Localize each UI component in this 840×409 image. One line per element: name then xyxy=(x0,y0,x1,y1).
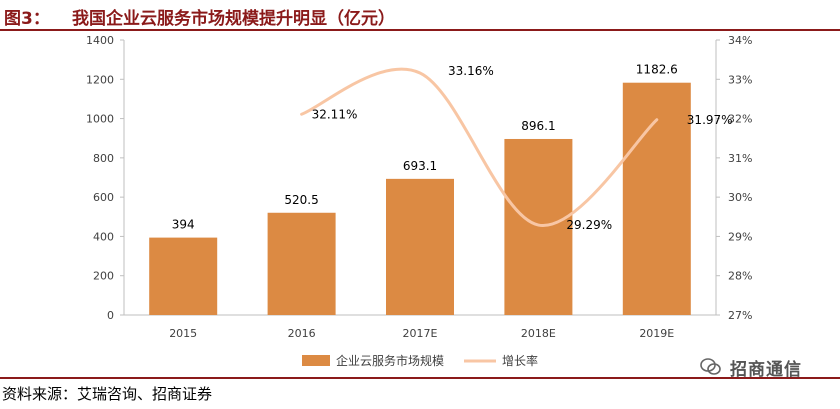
top-rule xyxy=(0,29,840,31)
legend-label-bar: 企业云服务市场规模 xyxy=(336,353,444,368)
y-left-tick-label: 1000 xyxy=(86,113,114,126)
x-tick-label: 2015 xyxy=(169,327,197,340)
watermark: 招商通信 xyxy=(730,360,802,380)
y-right-tick-label: 27% xyxy=(728,309,752,322)
y-right-tick-label: 32% xyxy=(728,113,752,126)
y-left-tick-label: 1400 xyxy=(86,34,114,47)
y-right-tick-label: 33% xyxy=(728,73,752,86)
x-tick-label: 2018E xyxy=(521,327,556,340)
figure-title: 我国企业云服务市场规模提升明显（亿元） xyxy=(72,9,395,29)
chart: 0 200 400 600 800 1000 1200 1400 27% 28% 29% 30% 31%… xyxy=(86,34,752,368)
line-value-label: 31.97% xyxy=(687,113,733,127)
x-tick-label: 2019E xyxy=(639,327,674,340)
y-left-tick-label: 800 xyxy=(93,152,114,165)
y-left-tick-label: 600 xyxy=(93,191,114,204)
legend-label-line: 增长率 xyxy=(502,353,538,368)
y-left-tick-label: 1200 xyxy=(86,73,114,86)
y-left-tick-label: 200 xyxy=(93,270,114,283)
growth-line xyxy=(300,67,659,227)
bar xyxy=(149,237,218,315)
line-value-label: 29.29% xyxy=(566,218,612,232)
bar xyxy=(622,82,691,315)
figure-label: 图3： xyxy=(4,9,50,29)
bar-value-label: 394 xyxy=(172,218,195,232)
bar xyxy=(386,178,454,315)
y-right-tick-label: 28% xyxy=(728,270,752,283)
title-bar: 图3： 我国企业云服务市场规模提升明显（亿元） xyxy=(0,0,840,30)
x-tick-label: 2017E xyxy=(403,327,438,340)
y-right-tick-label: 34% xyxy=(728,34,752,47)
line-value-label: 33.16% xyxy=(448,64,494,78)
x-tick-label: 2016 xyxy=(288,327,316,340)
y-right-tick-label: 30% xyxy=(728,191,752,204)
wechat-icon xyxy=(700,358,721,375)
bar-value-label: 693.1 xyxy=(403,159,437,173)
y-left-tick-label: 0 xyxy=(107,309,114,322)
bar-value-label: 896.1 xyxy=(521,119,555,133)
y-left-tick-label: 400 xyxy=(93,230,114,243)
line-value-label: 32.11% xyxy=(312,107,358,121)
y-right-tick-label: 29% xyxy=(728,230,752,243)
legend-swatch-bar xyxy=(302,355,330,366)
bottom-rule xyxy=(0,377,840,379)
bar-value-label: 1182.6 xyxy=(636,63,678,77)
y-right-tick-label: 31% xyxy=(728,152,752,165)
bar xyxy=(504,138,573,315)
bar xyxy=(267,212,336,315)
bar-value-label: 520.5 xyxy=(284,193,318,207)
source-note: 资料来源：艾瑞咨询、招商证券 xyxy=(2,385,213,403)
